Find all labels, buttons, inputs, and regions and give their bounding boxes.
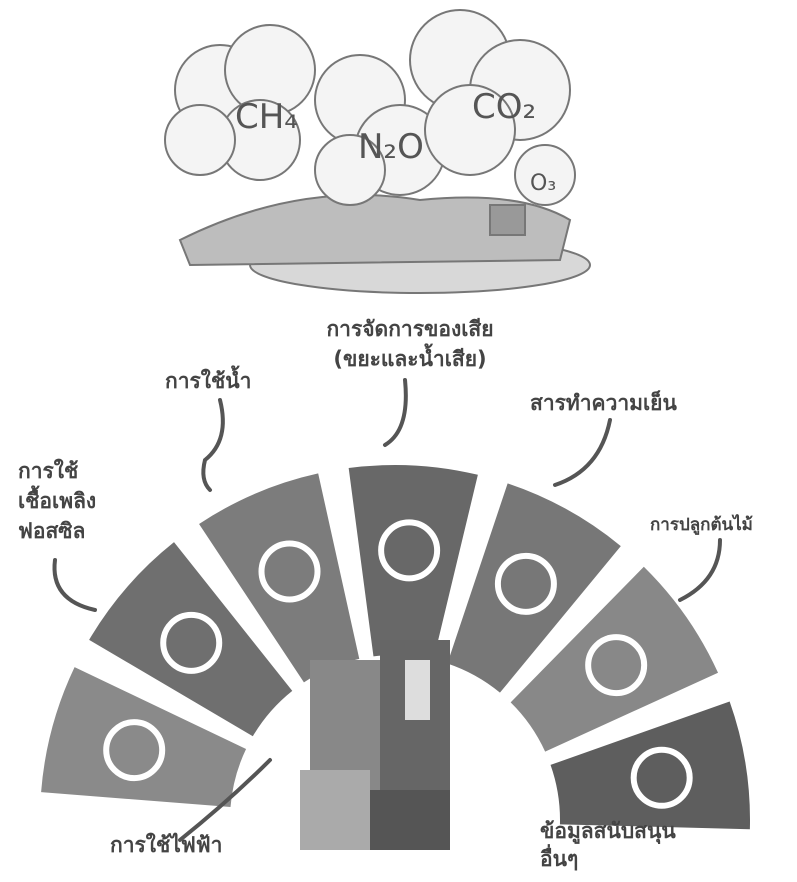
segment-label: การปลูกต้นไม้ [650, 514, 753, 536]
segment-label: การจัดการของเสีย [326, 317, 493, 341]
segment-label: อื่นๆ [540, 843, 578, 871]
gas-label: CO₂ [472, 87, 536, 127]
segment-label: การใช้ไฟฟ้า [110, 832, 222, 857]
gas-label: O₃ [530, 171, 556, 196]
segment-label: ฟอสซิล [18, 519, 85, 543]
gas-label: N₂O [358, 127, 424, 167]
segment-label: การใช้ [18, 458, 78, 483]
infographic: CH₄ N₂O CO₂ O₃ การใช้ไฟฟ้า การใช้ เชื้อเ… [0, 0, 797, 882]
segment-label: ข้อมูลสนับสนุน [540, 819, 676, 845]
segment-label: สารทำความเย็น [530, 389, 677, 415]
segment-label: (ขยะและน้ำเสีย) [333, 343, 486, 371]
segment-label: เชื้อเพลิง [18, 485, 96, 513]
gas-label: CH₄ [235, 97, 298, 137]
segment-label: การใช้น้ำ [165, 365, 251, 393]
building [300, 640, 450, 850]
